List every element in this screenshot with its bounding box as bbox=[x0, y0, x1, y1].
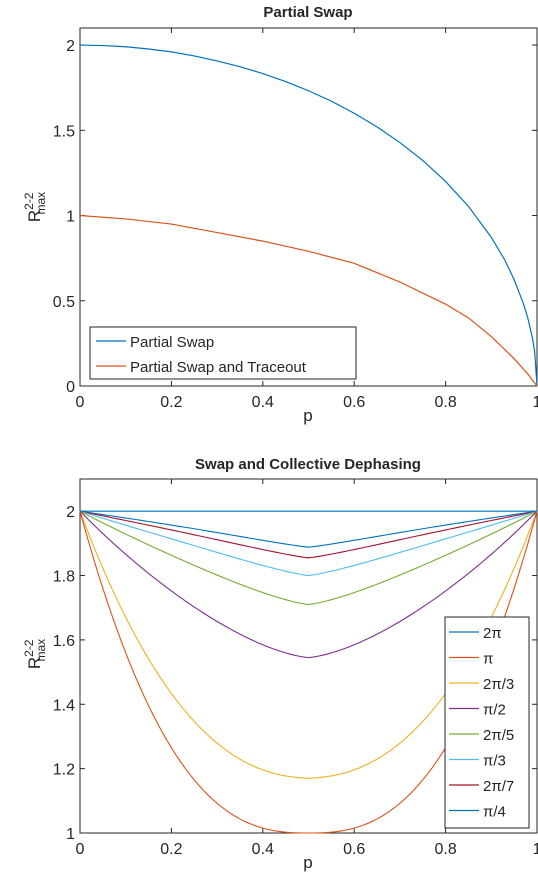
y-tick-label: 0 bbox=[66, 379, 75, 396]
y-tick-label: 1.2 bbox=[53, 762, 75, 779]
legend-label: 2π/3 bbox=[483, 676, 514, 693]
series-line bbox=[79, 44, 538, 387]
legend-label: π/3 bbox=[483, 753, 506, 770]
x-tick-label: 0.6 bbox=[343, 841, 365, 858]
plot-area bbox=[79, 27, 538, 387]
legend-label: Partial Swap and Traceout bbox=[130, 359, 307, 376]
y-tick-label: 1.4 bbox=[53, 697, 75, 714]
legend: 2π π 2π/3 π/2 2π/5 π/3 2π/7 π/4 bbox=[444, 616, 530, 829]
y-tick-label: 1.5 bbox=[53, 123, 75, 140]
y-tick-label: 1.6 bbox=[53, 633, 75, 650]
legend-label: 2π/7 bbox=[483, 778, 514, 795]
y-tick-label: 1 bbox=[66, 826, 75, 843]
chart-title: Swap and Collective Dephasing bbox=[195, 456, 421, 473]
series-lines bbox=[79, 44, 538, 387]
y-axis: 0 0.5 1 1.5 2 bbox=[53, 38, 537, 396]
x-tick-label: 1 bbox=[533, 841, 538, 858]
y-tick-label: 0.5 bbox=[53, 294, 75, 311]
series-line bbox=[79, 510, 538, 548]
x-tick-label: 0.6 bbox=[343, 394, 365, 411]
x-tick-label: 0.4 bbox=[252, 841, 274, 858]
legend: Partial Swap Partial Swap and Traceout bbox=[89, 326, 357, 380]
x-tick-label: 0 bbox=[76, 841, 85, 858]
chart-partial-swap: Partial Swap 0 0.2 0.4 0.6 0.8 1 00.511.52 p … bbox=[22, 4, 538, 425]
y-tick-label: 2 bbox=[66, 504, 75, 521]
x-tick-label: 0.2 bbox=[160, 841, 182, 858]
legend-box bbox=[89, 326, 357, 380]
legend-label: 2π bbox=[483, 625, 502, 642]
y-axis-label: R2-2max bbox=[22, 639, 48, 669]
chart-swap-collective-dephasing: Swap and Collective Dephasing 0 0.2 0.4 0.6… bbox=[22, 456, 538, 872]
series-line bbox=[79, 510, 538, 659]
x-axis-label: p bbox=[303, 406, 312, 425]
legend-label: π/2 bbox=[483, 702, 506, 719]
legend-label: 2π/5 bbox=[483, 727, 514, 744]
series-line bbox=[79, 510, 538, 606]
chart-title: Partial Swap bbox=[263, 4, 352, 21]
x-tick-label: 0 bbox=[76, 394, 85, 411]
y-tick-label: 1 bbox=[66, 209, 75, 226]
x-tick-label: 1 bbox=[533, 394, 538, 411]
y-axis: 1 1.2 1.4 1.6 1.8 2 bbox=[53, 504, 537, 843]
legend-label: Partial Swap bbox=[130, 334, 214, 351]
series-line bbox=[79, 214, 538, 387]
x-axis: 0 0.2 0.4 0.6 0.8 1 bbox=[76, 479, 538, 858]
y-tick-label: 1.8 bbox=[53, 569, 75, 586]
x-axis: 0 0.2 0.4 0.6 0.8 1 bbox=[76, 28, 538, 411]
x-tick-label: 0.8 bbox=[434, 841, 456, 858]
legend-box bbox=[444, 616, 530, 829]
x-tick-label: 0.8 bbox=[434, 394, 456, 411]
legend-label: π/4 bbox=[483, 804, 506, 821]
x-tick-label: 0.2 bbox=[160, 394, 182, 411]
y-axis-label: R2-2max bbox=[22, 192, 48, 222]
legend-label: π bbox=[483, 651, 493, 668]
x-tick-label: 0.4 bbox=[252, 394, 274, 411]
series-line bbox=[79, 510, 538, 559]
x-axis-label: p bbox=[303, 853, 312, 872]
y-tick-label: 2 bbox=[66, 38, 75, 55]
series-line bbox=[79, 510, 538, 577]
